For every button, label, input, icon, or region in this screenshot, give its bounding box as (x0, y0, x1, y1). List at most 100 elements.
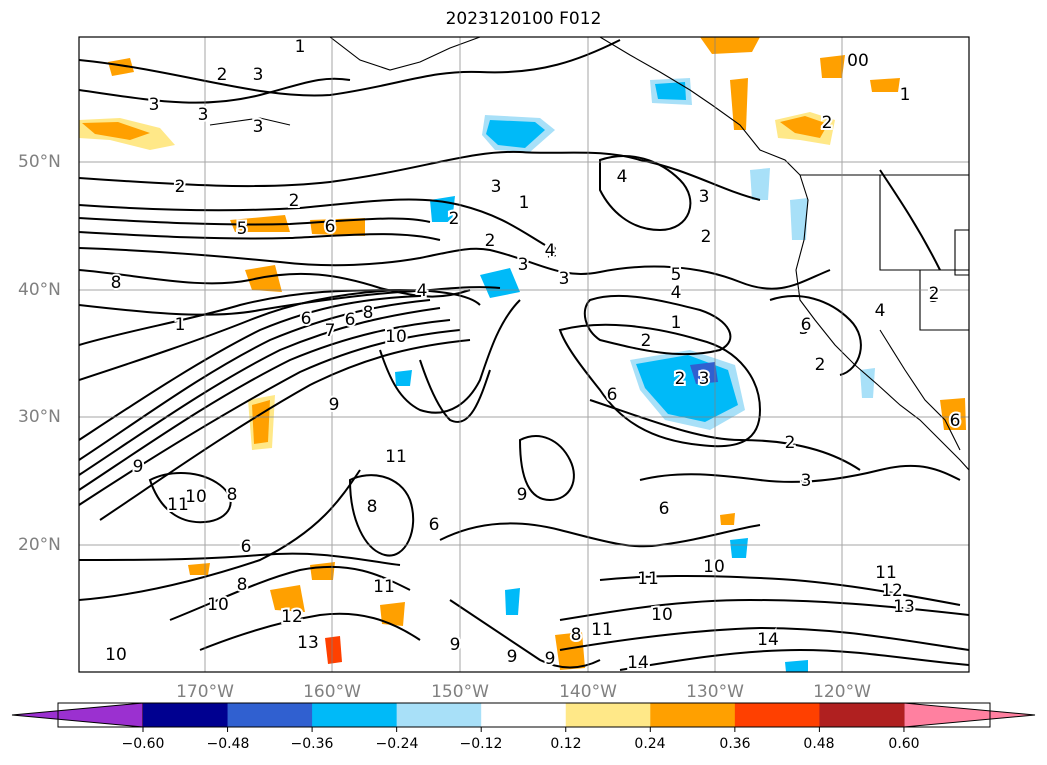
contour-label-halo: 12 (881, 581, 903, 601)
contour-label: 1 (519, 193, 530, 213)
contour-label-halo: 13 (297, 633, 319, 653)
contour-label-halo: 10 (185, 487, 207, 507)
contour-label: 6 (801, 315, 812, 335)
contour-label-halo: 14 (627, 653, 649, 673)
contour-label: 8 (227, 485, 238, 505)
contour-label-halo: 2 (675, 369, 686, 389)
contour-label-halo: 3 (547, 243, 558, 263)
contour-label-halo: 3 (253, 65, 264, 85)
contour-label-halo: 4 (875, 301, 886, 321)
contour-label: 10 (703, 557, 725, 577)
contour-label: 2 (675, 369, 686, 389)
contour-label-halo: 6 (325, 217, 336, 237)
contour-label-halo: 2 (449, 209, 460, 229)
map-title: 2023120100 F012 (445, 9, 602, 29)
contour-label-halo: 8 (363, 303, 374, 323)
colorbar-band (143, 703, 229, 727)
lat-label-50n: 50°N (18, 152, 61, 172)
contour-label-halo: 6 (659, 499, 670, 519)
lon-label-150w: 150°W (431, 682, 489, 702)
contour-label: 5 (799, 319, 810, 339)
contour-label: 6 (950, 411, 961, 431)
colorbar-band (312, 703, 398, 727)
contour-label: 6 (325, 217, 336, 237)
contour-label: 1 (671, 313, 682, 333)
contour-label: 9 (517, 485, 528, 505)
contour-label-halo: 3 (559, 269, 570, 289)
contour-label: 2 (289, 191, 300, 211)
colorbar-extend-high (903, 702, 1036, 728)
contour-label-halo: 4 (417, 281, 428, 301)
colorbar-tick-label: −0.60 (121, 736, 165, 752)
contour-label: 5 (237, 219, 248, 239)
contour-label: 10 (385, 327, 407, 347)
contour-label-halo: 9 (507, 647, 518, 667)
contour-label-halo: 3 (699, 187, 710, 207)
contour-label-halo: 3 (518, 255, 529, 275)
contour-label-halo: 6 (301, 309, 312, 329)
colorbar-extend-low (11, 702, 144, 728)
contour-label-halo: 11 (637, 569, 659, 589)
lon-label-120w: 120°W (813, 682, 871, 702)
lat-label-40n: 40°N (18, 280, 61, 300)
contour-label: 13 (893, 597, 915, 617)
colorbar-tick-label: −0.24 (375, 736, 419, 752)
contour-label: 2 (641, 331, 652, 351)
contour-label: 1 (175, 315, 186, 335)
contour-label: 11 (637, 569, 659, 589)
gridlines (79, 37, 969, 672)
contour-label: 7 (325, 321, 336, 341)
contour-label-halo: 2 (217, 65, 228, 85)
contour-label: 3 (801, 471, 812, 491)
contour-label: 8 (367, 497, 378, 517)
contour-label: 14 (757, 630, 779, 650)
colorbar-tick-label: −0.12 (459, 736, 503, 752)
contour-label: 9 (133, 457, 144, 477)
contour-label: 4 (875, 301, 886, 321)
contour-label: 8 (111, 273, 122, 293)
contour-label: 9 (507, 647, 518, 667)
contour-label-halo: 11 (385, 447, 407, 467)
contour-label: 11 (167, 495, 189, 515)
contour-label-halo: 2 (701, 227, 712, 247)
colorbar-band (565, 703, 651, 727)
contour-label: 2 (217, 65, 228, 85)
colorbar-tick-label: −0.36 (290, 736, 334, 752)
colorbar-tick-label: 0.48 (803, 736, 835, 752)
contour-label-halo: 8 (227, 485, 238, 505)
contour-label: 14 (627, 653, 649, 673)
contour-label-halo: 9 (450, 635, 461, 655)
contour-label: 11 (875, 563, 897, 583)
contour-label-halo: 10 (651, 605, 673, 625)
contour-label: 2 (701, 227, 712, 247)
contour-label-halo: 10 (385, 327, 407, 347)
contour-label: 2 (449, 209, 460, 229)
contour-label: 9 (450, 635, 461, 655)
contour-label-halo: 12 (281, 607, 303, 627)
contour-label: 2 (929, 284, 940, 304)
contour-label-halo: 14 (757, 630, 779, 650)
colorbar-tick-label: 0.12 (550, 736, 582, 752)
contour-label-halo: 2 (175, 177, 186, 197)
contour-lines (79, 39, 969, 671)
contour-label-halo: 9 (133, 457, 144, 477)
contour-label-halo: 13 (893, 597, 915, 617)
lon-label-130w: 130°W (686, 682, 744, 702)
contour-label-halo: 3 (149, 95, 160, 115)
contour-label: 1 (900, 85, 911, 105)
colorbar-band (481, 703, 567, 727)
contour-label-halo: 1 (900, 85, 911, 105)
contour-label: 4 (671, 283, 682, 303)
contour-label-halo: 11 (591, 620, 613, 640)
contour-label: 3 (699, 369, 710, 389)
contour-label: 3 (518, 255, 529, 275)
contour-label-halo: 2 (929, 284, 940, 304)
contour-label: 2 (485, 231, 496, 251)
contour-label: 9 (545, 649, 556, 669)
contour-label-halo: 8 (367, 497, 378, 517)
contour-label-halo: 11 (373, 577, 395, 597)
contour-label-halo: 5 (799, 319, 810, 339)
colorbar-tick-label: 0.24 (634, 736, 666, 752)
colorbar-tick-label: −0.48 (206, 736, 250, 752)
